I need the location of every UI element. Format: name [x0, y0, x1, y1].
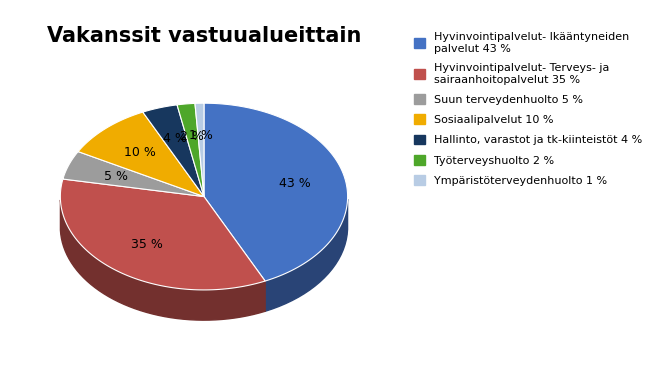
Text: 4 %: 4 % — [163, 132, 187, 146]
Polygon shape — [204, 103, 347, 281]
Polygon shape — [63, 152, 204, 197]
Polygon shape — [177, 103, 204, 197]
Text: Vakanssit vastuualueittain: Vakanssit vastuualueittain — [47, 26, 361, 46]
Polygon shape — [61, 179, 265, 290]
Polygon shape — [143, 105, 204, 197]
Polygon shape — [61, 200, 265, 320]
Polygon shape — [78, 112, 204, 197]
Legend: Hyvinvointipalvelut- Ikääntyneiden
palvelut 43 %, Hyvinvointipalvelut- Terveys- : Hyvinvointipalvelut- Ikääntyneiden palve… — [413, 32, 642, 186]
Polygon shape — [195, 103, 204, 197]
Text: 1 %: 1 % — [189, 129, 213, 143]
Text: 10 %: 10 % — [124, 146, 156, 159]
Text: 35 %: 35 % — [131, 238, 163, 251]
Text: 5 %: 5 % — [104, 169, 128, 183]
Text: 2 %: 2 % — [180, 130, 204, 143]
Polygon shape — [265, 199, 347, 311]
Text: 43 %: 43 % — [279, 177, 311, 190]
